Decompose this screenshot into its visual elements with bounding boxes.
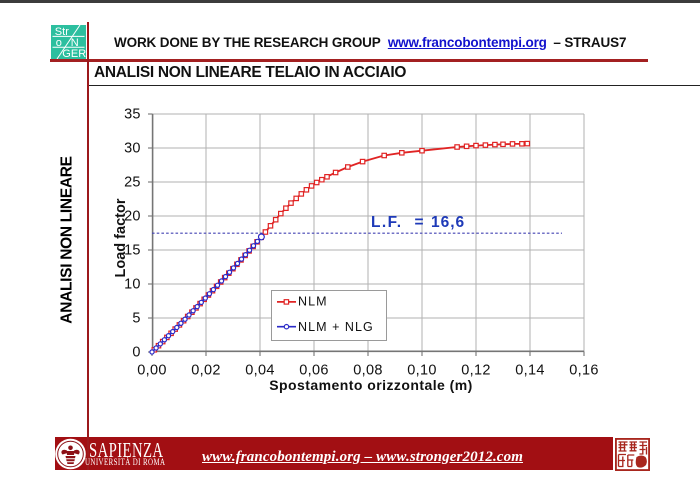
svg-text:16,6: 16,6: [431, 214, 465, 231]
svg-text:0,12: 0,12: [461, 363, 490, 379]
svg-text:0,04: 0,04: [245, 363, 274, 379]
svg-text:0,14: 0,14: [515, 363, 544, 379]
svg-text:15: 15: [124, 243, 141, 259]
svg-text:20: 20: [124, 209, 141, 225]
svg-text:0,02: 0,02: [191, 363, 220, 379]
svg-text:=: =: [415, 214, 424, 231]
svg-text:0,00: 0,00: [137, 363, 166, 379]
svg-text:0: 0: [132, 345, 140, 361]
svg-text:NLM: NLM: [298, 295, 328, 309]
svg-text:30: 30: [124, 141, 141, 157]
svg-text:Load factor: Load factor: [113, 198, 129, 277]
svg-text:N: N: [71, 37, 79, 49]
svg-text:Spostamento orizzontale (m): Spostamento orizzontale (m): [269, 377, 473, 393]
svg-text:25: 25: [124, 175, 141, 191]
svg-text:0,06: 0,06: [299, 363, 328, 379]
svg-text:10: 10: [124, 277, 141, 293]
svg-text:GER: GER: [62, 48, 86, 59]
svg-text:5: 5: [132, 311, 140, 327]
svg-text:NLM + NLG: NLM + NLG: [298, 320, 374, 334]
svg-text:0,08: 0,08: [353, 363, 382, 379]
svg-text:L.F.: L.F.: [371, 214, 402, 231]
svg-text:Str: Str: [55, 26, 69, 38]
svg-text:o: o: [56, 37, 62, 49]
svg-text:0,16: 0,16: [569, 363, 598, 379]
svg-text:35: 35: [124, 107, 141, 123]
svg-text:0,10: 0,10: [407, 363, 436, 379]
